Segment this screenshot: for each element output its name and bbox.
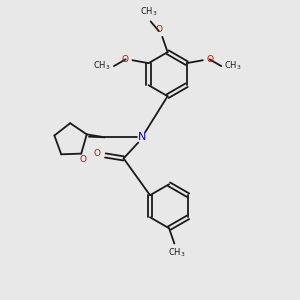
Text: O: O	[155, 25, 162, 34]
Text: N: N	[138, 132, 146, 142]
Text: CH$_3$: CH$_3$	[140, 6, 157, 18]
Text: O: O	[207, 55, 214, 64]
Text: O: O	[122, 55, 129, 64]
Text: O: O	[94, 149, 101, 158]
Text: O: O	[79, 155, 86, 164]
Text: CH$_3$: CH$_3$	[168, 246, 185, 259]
Text: CH$_3$: CH$_3$	[224, 60, 242, 72]
Text: CH$_3$: CH$_3$	[93, 60, 111, 72]
